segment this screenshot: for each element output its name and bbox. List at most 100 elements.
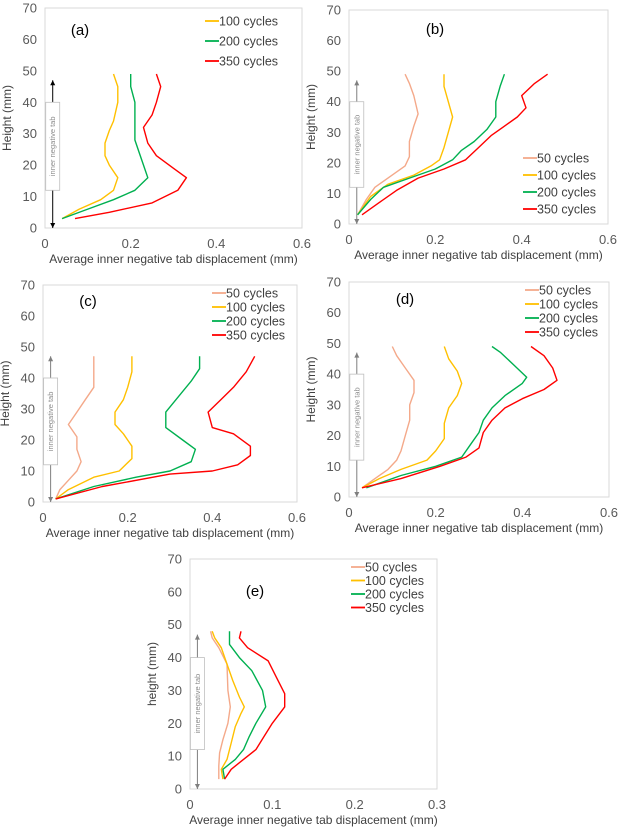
arrow-head-up-icon: [354, 352, 360, 358]
legend-label: 350 cycles: [365, 601, 424, 615]
legend-label: 350 cycles: [539, 326, 598, 340]
y-tick-label: 30: [168, 683, 182, 698]
x-tick-label: 0.2: [346, 797, 364, 812]
x-tick-label: 0: [345, 505, 352, 520]
x-axis-title: Average inner negative tab displacement …: [46, 526, 295, 540]
y-tick-label: 20: [23, 158, 37, 173]
legend-label: 100 cycles: [365, 574, 424, 588]
y-tick-label: 30: [23, 126, 37, 141]
plot-area: [42, 284, 298, 503]
arrow-head-up-icon: [48, 356, 54, 362]
y-tick-label: 70: [21, 278, 35, 293]
plot-area: [348, 281, 610, 498]
y-tick-label: 70: [327, 3, 341, 18]
y-tick-label: 0: [30, 221, 37, 236]
y-axis-title: height (mm): [145, 642, 159, 706]
y-tick-label: 10: [168, 749, 182, 764]
panel-label: (e): [246, 583, 264, 600]
y-tick-label: 40: [21, 371, 35, 386]
series-line-50-cycles: [209, 631, 232, 780]
x-tick-label: 0.2: [119, 510, 137, 525]
legend-label: 50 cycles: [537, 152, 589, 166]
y-tick-label: 70: [168, 552, 182, 567]
x-tick-label: 0.4: [513, 505, 531, 520]
arrow-head-down-icon: [48, 497, 54, 502]
series-line-50-cycles: [361, 346, 415, 489]
legend-label: 200 cycles: [226, 315, 285, 329]
annotation-label-box: [190, 657, 205, 750]
x-tick-label: 0: [345, 232, 352, 247]
y-tick-label: 10: [23, 189, 37, 204]
arrow-head-down-icon: [354, 492, 360, 497]
legend-label: 200 cycles: [365, 588, 424, 602]
x-axis-title: Average inner negative tab displacement …: [355, 521, 604, 535]
y-tick-label: 20: [327, 428, 341, 443]
y-tick-label: 50: [168, 617, 182, 632]
plot-area: [44, 7, 303, 229]
arrow-head-up-icon: [354, 80, 360, 86]
x-tick-label: 0.6: [293, 236, 311, 251]
arrow-head-up-icon: [194, 634, 200, 640]
legend-label: 200 cycles: [539, 312, 598, 326]
x-tick-label: 0.6: [599, 232, 617, 247]
y-tick-label: 30: [21, 402, 35, 417]
x-axis-title: Average inner negative tab displacement …: [354, 248, 603, 262]
x-tick-label: 0.4: [513, 232, 531, 247]
y-tick-label: 60: [23, 32, 37, 47]
y-tick-label: 10: [327, 186, 341, 201]
y-tick-label: 30: [327, 397, 341, 412]
y-tick-label: 70: [327, 275, 341, 290]
legend-label: 100 cycles: [539, 298, 598, 312]
x-tick-label: 0: [39, 510, 46, 525]
plot-area: [348, 9, 609, 225]
y-tick-label: 50: [23, 63, 37, 78]
panel-label: (b): [426, 21, 444, 38]
y-axis-title: Height (mm): [304, 84, 318, 150]
series-line-100-cycles: [211, 631, 246, 780]
x-tick-label: 0.3: [428, 797, 446, 812]
legend-label: 350 cycles: [537, 203, 596, 217]
y-tick-label: 60: [327, 305, 341, 320]
y-tick-label: 40: [327, 367, 341, 382]
legend-label: 50 cycles: [226, 287, 278, 301]
legend-label: 100 cycles: [219, 15, 278, 29]
annotation-label-box: [45, 101, 61, 191]
x-tick-label: 0.6: [600, 505, 618, 520]
y-tick-label: 50: [21, 340, 35, 355]
annotation-label: inner negative tab: [46, 392, 55, 452]
x-tick-label: 0.6: [288, 510, 306, 525]
panel-label: (c): [79, 293, 97, 310]
series-line-200-cycles: [357, 73, 506, 216]
annotation-label: inner negative tab: [352, 387, 361, 447]
arrow-head-up-icon: [50, 80, 56, 86]
legend-label: 350 cycles: [219, 55, 278, 69]
y-tick-label: 60: [327, 33, 341, 48]
series-line-100-cycles: [361, 346, 463, 489]
y-tick-label: 0: [334, 490, 341, 505]
series-line-350-cycles: [224, 631, 286, 780]
y-tick-label: 30: [327, 125, 341, 140]
y-tick-label: 20: [327, 155, 341, 170]
legend-label: 50 cycles: [365, 561, 417, 575]
series-line-50-cycles: [356, 73, 419, 216]
legend-label: 100 cycles: [537, 169, 596, 183]
panel-label: (d): [396, 291, 414, 308]
annotation-label: inner negative tab: [352, 115, 361, 175]
arrow-head-down-icon: [194, 784, 200, 789]
y-tick-label: 50: [327, 64, 341, 79]
y-tick-label: 10: [21, 464, 35, 479]
series-line-200-cycles: [55, 356, 201, 500]
panel-label: (a): [71, 22, 89, 39]
y-tick-label: 70: [23, 1, 37, 16]
legend-label: 200 cycles: [219, 35, 278, 49]
x-tick-label: 0.1: [263, 797, 281, 812]
y-tick-label: 60: [168, 584, 182, 599]
x-tick-label: 0: [41, 236, 48, 251]
series-line-50-cycles: [55, 356, 95, 500]
annotation-label-box: [349, 101, 365, 188]
y-tick-label: 20: [21, 433, 35, 448]
